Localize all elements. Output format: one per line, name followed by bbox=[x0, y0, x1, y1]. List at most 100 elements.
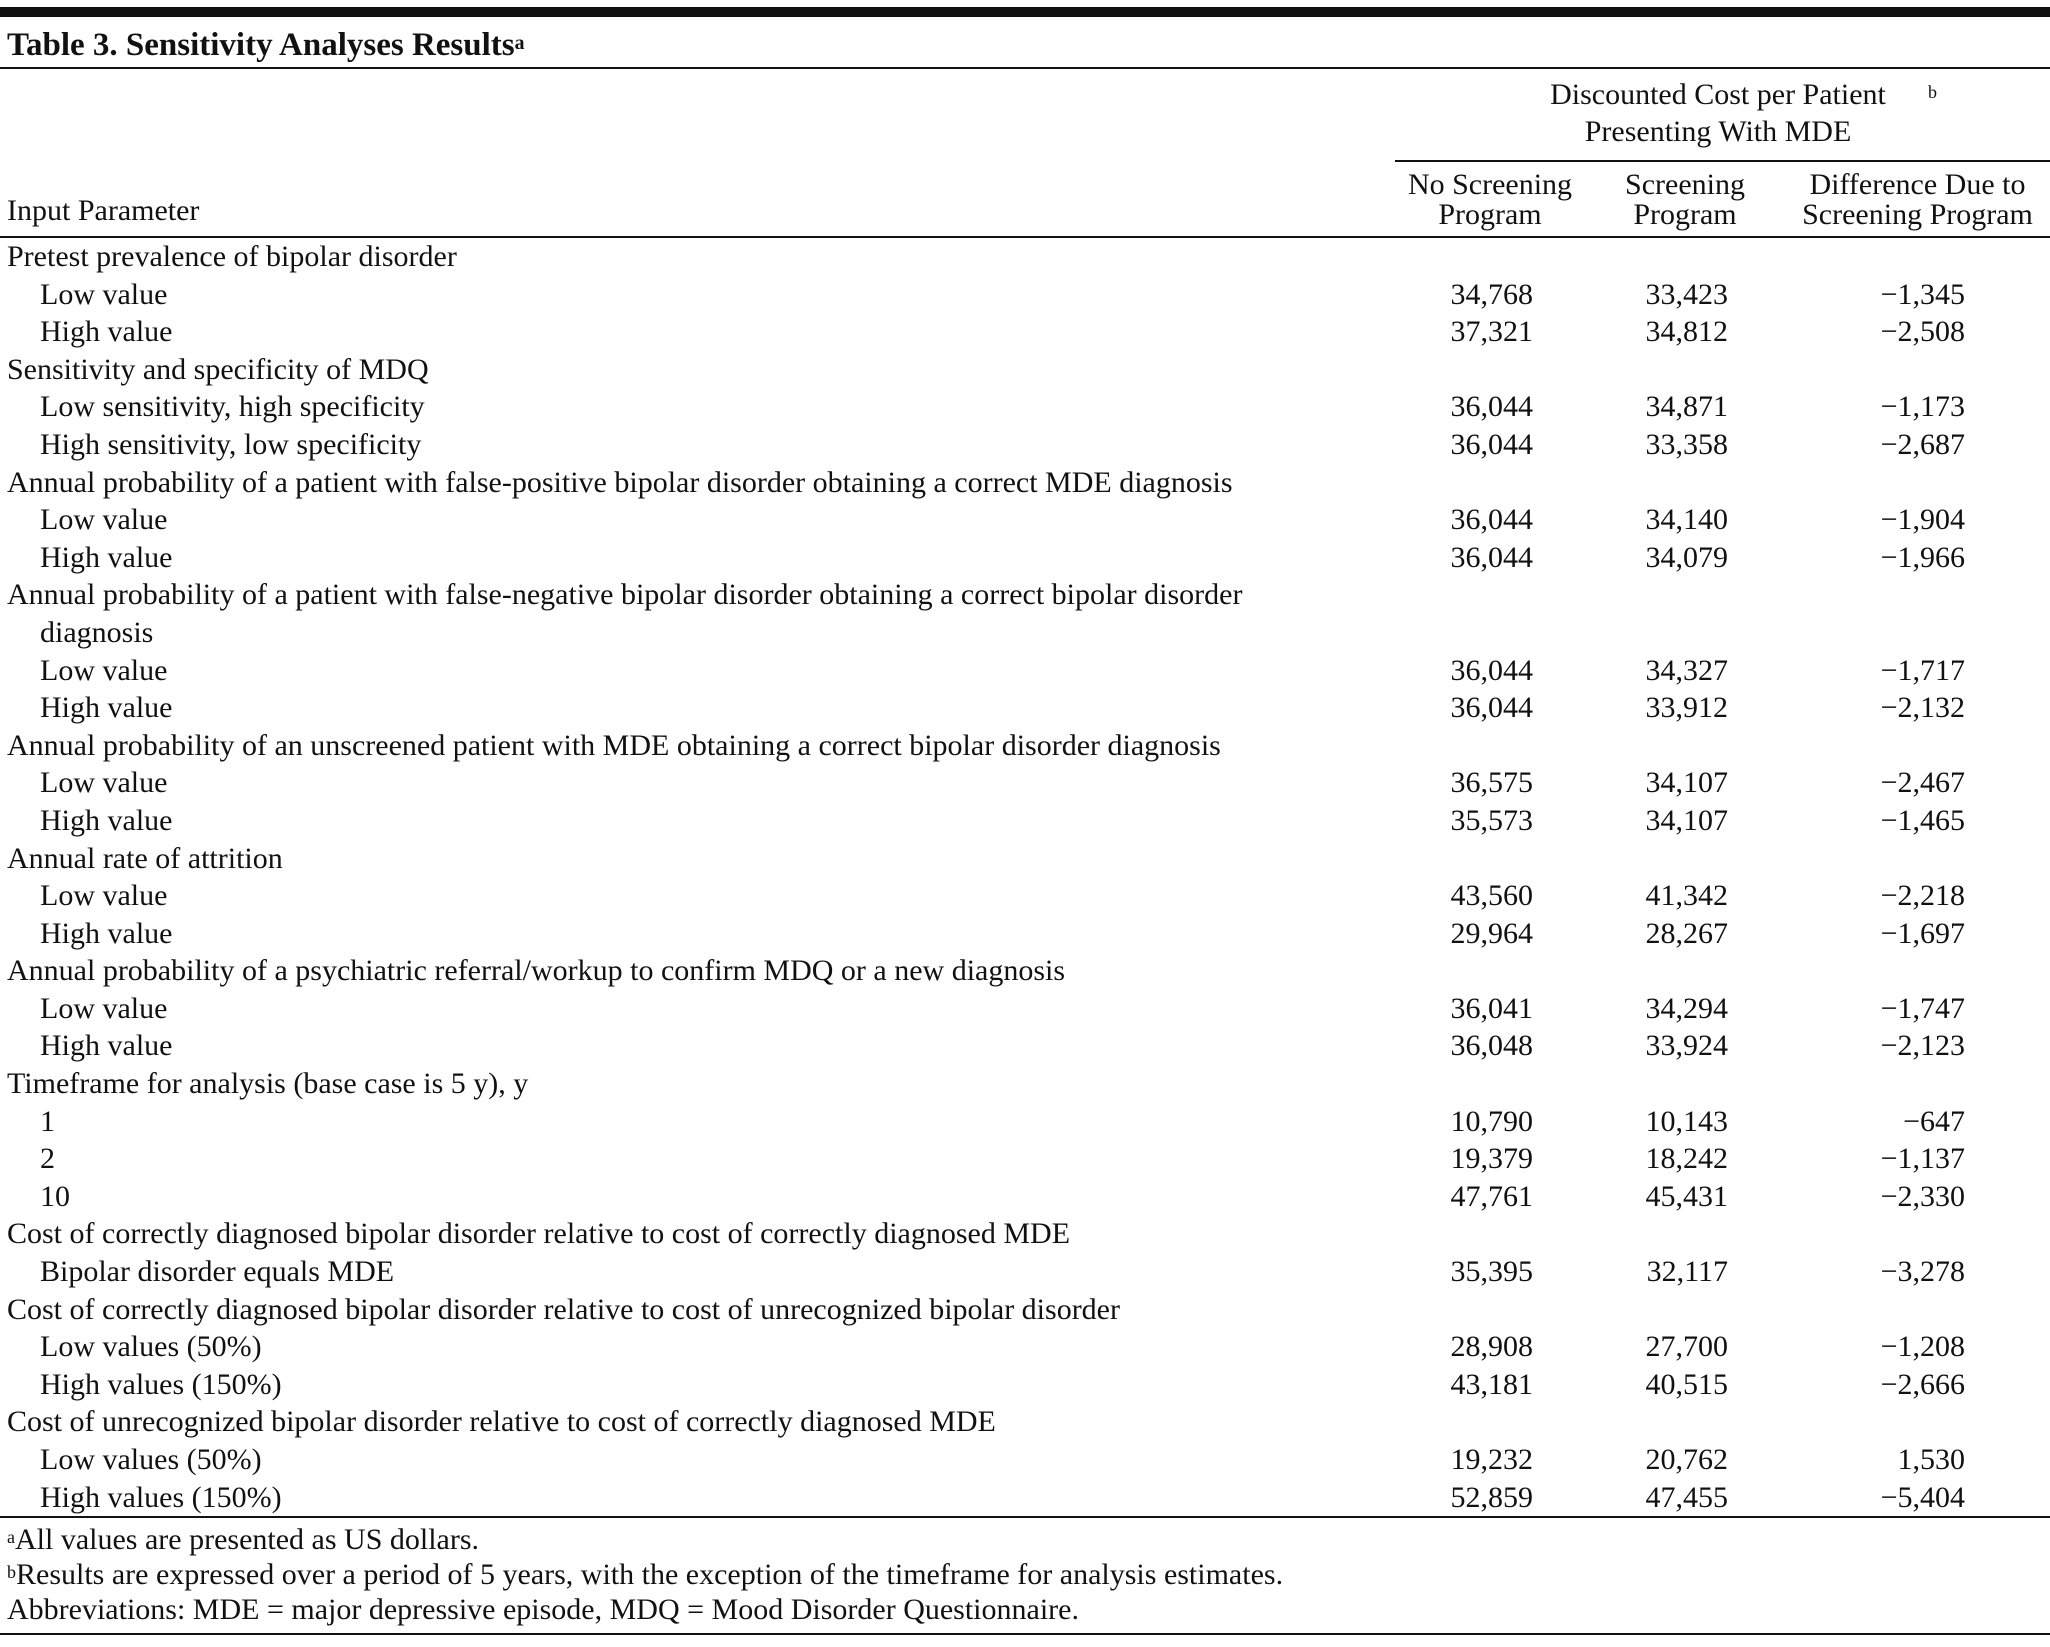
section-cell: Annual rate of attrition bbox=[0, 840, 2050, 878]
cell-value: −1,208 bbox=[1880, 1330, 1965, 1364]
cell-value: 19,232 bbox=[1450, 1443, 1534, 1476]
row-label: High value bbox=[40, 1029, 173, 1063]
section-label: Sensitivity and specificity of MDQ bbox=[7, 352, 429, 386]
cell-value: 45,431 bbox=[1645, 1179, 1729, 1213]
cell-value: 36,575 bbox=[1450, 766, 1534, 800]
cell-value: 40,515 bbox=[1645, 1367, 1729, 1401]
section-label: Cost of correctly diagnosed bipolar diso… bbox=[7, 1292, 1120, 1326]
row-label: Low value bbox=[40, 653, 168, 687]
data-row: Low values (50%) 28,908 27,700 −1,208 bbox=[0, 1328, 2050, 1366]
data-row: Low sensitivity, high specificity 36,044 3… bbox=[0, 388, 2050, 426]
cell-value: −5,404 bbox=[1880, 1480, 1965, 1514]
section-cell: Pretest prevalence of bipolar disorder bbox=[0, 237, 2050, 276]
row-label: High value bbox=[40, 315, 173, 349]
cell-value: 20,762 bbox=[1645, 1443, 1729, 1476]
section-row: Sensitivity and specificity of MDQ bbox=[0, 351, 2050, 389]
section-label: Annual probability of a patient with fal… bbox=[7, 465, 1233, 499]
row-label: Low value bbox=[40, 879, 168, 913]
section-label: Annual probability of an unscreened pati… bbox=[7, 728, 1221, 762]
section-row: Cost of correctly diagnosed bipolar diso… bbox=[0, 1215, 2050, 1253]
cell-value: 10,143 bbox=[1645, 1104, 1729, 1138]
section-label: Annual probability of a patient with fal… bbox=[7, 578, 1243, 649]
cell-value: 43,560 bbox=[1450, 879, 1534, 913]
cell-value: 43,181 bbox=[1450, 1367, 1534, 1401]
table-body: Pretest prevalence of bipolar disorder Lo… bbox=[0, 237, 2050, 1518]
cell-value: −2,687 bbox=[1880, 427, 1965, 461]
data-row: 2 19,379 18,242 −1,137 bbox=[0, 1140, 2050, 1178]
cell-value: 28,908 bbox=[1450, 1330, 1534, 1364]
section-row: Cost of unrecognized bipolar disorder re… bbox=[0, 1403, 2050, 1441]
cell-value: 34,327 bbox=[1645, 653, 1729, 687]
row-label: High value bbox=[40, 691, 173, 725]
section-label: Pretest prevalence of bipolar disorder bbox=[7, 240, 457, 273]
data-row: 1 10,790 10,143 −647 bbox=[0, 1103, 2050, 1141]
data-row: Low value 36,575 34,107 −2,467 bbox=[0, 764, 2050, 802]
section-label: Annual probability of a psychiatric refe… bbox=[7, 954, 1066, 988]
data-row: High value 36,048 33,924 −2,123 bbox=[0, 1027, 2050, 1065]
row-label: Low value bbox=[40, 277, 168, 311]
row-label: High values (150%) bbox=[40, 1367, 282, 1401]
data-row: High value 37,321 34,812 −2,508 bbox=[0, 313, 2050, 351]
section-cell: Timeframe for analysis (base case is 5 y… bbox=[0, 1065, 2050, 1103]
row-label: High sensitivity, low specificity bbox=[40, 427, 422, 461]
footnote-mark: a bbox=[514, 32, 525, 54]
section-cell: Cost of correctly diagnosed bipolar diso… bbox=[0, 1291, 2050, 1329]
data-row: High value 29,964 28,267 −1,697 bbox=[0, 915, 2050, 953]
row-label: Low values (50%) bbox=[40, 1330, 262, 1364]
cell-value: −2,123 bbox=[1880, 1029, 1965, 1063]
cell-value: 34,871 bbox=[1645, 390, 1729, 424]
row-label: 10 bbox=[40, 1179, 70, 1213]
cell-value: 41,342 bbox=[1645, 879, 1729, 913]
cell-value: 36,044 bbox=[1450, 503, 1534, 537]
cell-value: −1,465 bbox=[1880, 803, 1965, 837]
cell-value: 33,924 bbox=[1645, 1029, 1729, 1063]
cell-value: −1,697 bbox=[1880, 916, 1965, 950]
cell-value: 19,379 bbox=[1450, 1142, 1534, 1176]
cell-value: 18,242 bbox=[1645, 1142, 1729, 1176]
row-label: Low values (50%) bbox=[40, 1443, 262, 1476]
cell-value: 34,294 bbox=[1645, 991, 1729, 1025]
section-row: Annual probability of an unscreened pati… bbox=[0, 727, 2050, 765]
cell-value: 29,964 bbox=[1450, 916, 1534, 950]
cell-value: 36,044 bbox=[1450, 691, 1534, 725]
data-row: Low value 36,041 34,294 −1,747 bbox=[0, 990, 2050, 1028]
table-title: Table 3. Sensitivity Analyses Resultsa bbox=[7, 24, 525, 66]
cell-value: −1,717 bbox=[1880, 653, 1965, 687]
data-row: Low value 34,768 33,423 −1,345 bbox=[0, 276, 2050, 314]
rule bbox=[0, 1633, 2050, 1635]
row-label: 1 bbox=[40, 1104, 55, 1138]
footnotes: aAll values are presented as US dollars.… bbox=[7, 1522, 1283, 1627]
cell-value: −2,508 bbox=[1880, 315, 1965, 349]
section-label: Annual rate of attrition bbox=[7, 841, 283, 875]
column-header: Screening Program bbox=[1625, 168, 1745, 231]
data-row: Low value 43,560 41,342 −2,218 bbox=[0, 877, 2050, 915]
abbreviations: Abbreviations: MDE = major depressive ep… bbox=[7, 1593, 1079, 1626]
cell-value: −1,747 bbox=[1880, 991, 1965, 1025]
row-label: Low value bbox=[40, 766, 168, 800]
cell-value: 47,455 bbox=[1645, 1480, 1729, 1514]
data-row: Low values (50%) 19,232 20,762 1,530 bbox=[0, 1441, 2050, 1479]
cell-value: −1,966 bbox=[1880, 540, 1965, 574]
section-row: Timeframe for analysis (base case is 5 y… bbox=[0, 1065, 2050, 1103]
data-row: High values (150%) 43,181 40,515 −2,666 bbox=[0, 1366, 2050, 1404]
cell-value: 34,140 bbox=[1645, 503, 1729, 537]
cell-value: 10,790 bbox=[1450, 1104, 1534, 1138]
data-row: Low value 36,044 34,327 −1,717 bbox=[0, 652, 2050, 690]
section-row: Cost of correctly diagnosed bipolar diso… bbox=[0, 1291, 2050, 1329]
row-label: High value bbox=[40, 540, 173, 574]
cell-value: 33,358 bbox=[1645, 427, 1729, 461]
results-table: Discounted Cost per Patient Presenting W… bbox=[0, 70, 2050, 1518]
title-text: Table 3. Sensitivity Analyses Results bbox=[7, 27, 515, 63]
data-row: 10 47,761 45,431 −2,330 bbox=[0, 1178, 2050, 1216]
section-row: Annual rate of attrition bbox=[0, 840, 2050, 878]
section-label: Cost of unrecognized bipolar disorder re… bbox=[7, 1405, 996, 1439]
section-cell: Annual probability of a patient with fal… bbox=[0, 576, 2050, 651]
data-row: Bipolar disorder equals MDE 35,395 32,117 −… bbox=[0, 1253, 2050, 1291]
row-label: 2 bbox=[40, 1142, 55, 1176]
cell-value: 36,041 bbox=[1450, 991, 1534, 1025]
section-label: Cost of correctly diagnosed bipolar diso… bbox=[7, 1217, 1071, 1251]
section-cell: Cost of unrecognized bipolar disorder re… bbox=[0, 1403, 2050, 1441]
footnote-text: All values are presented as US dollars. bbox=[15, 1523, 480, 1556]
cell-value: 27,700 bbox=[1645, 1330, 1729, 1364]
